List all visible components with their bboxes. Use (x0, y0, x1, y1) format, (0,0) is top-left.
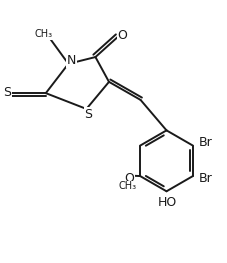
Text: HO: HO (158, 196, 177, 209)
Text: CH₃: CH₃ (35, 29, 53, 39)
Text: O: O (124, 172, 134, 185)
Text: S: S (84, 108, 92, 121)
Text: S: S (3, 85, 11, 99)
Text: Br: Br (198, 172, 212, 185)
Text: CH₃: CH₃ (119, 181, 137, 191)
Text: Br: Br (198, 136, 212, 149)
Text: N: N (67, 54, 76, 67)
Text: O: O (117, 29, 127, 42)
